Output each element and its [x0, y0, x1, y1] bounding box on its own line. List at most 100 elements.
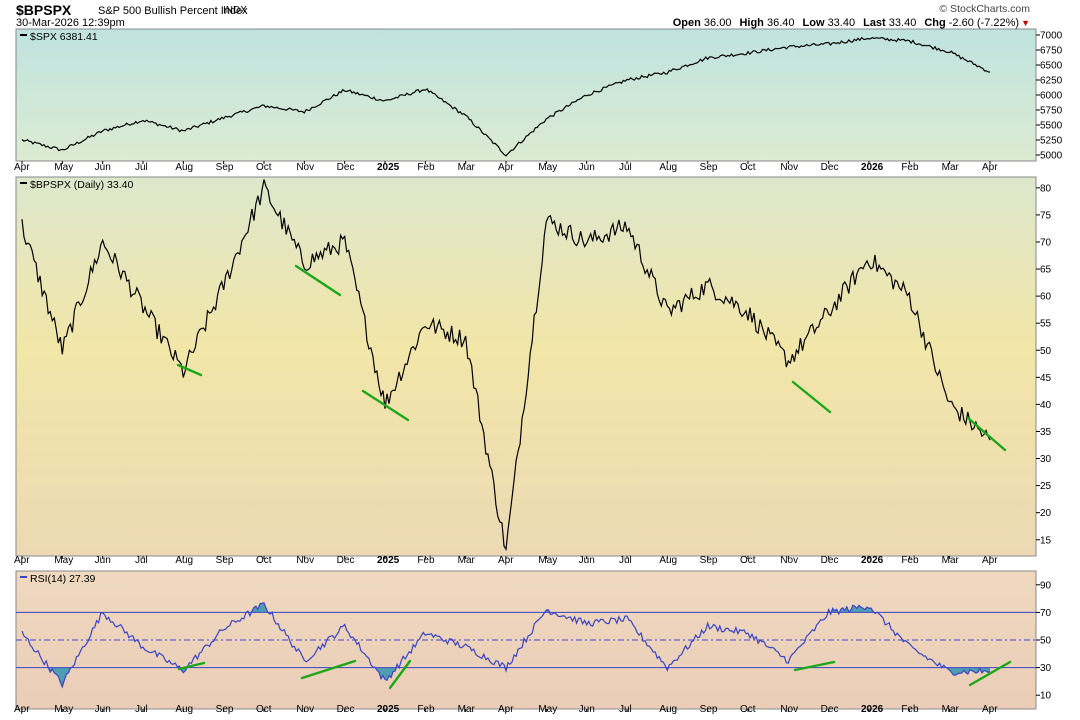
rsi-panel-xtick-label: Oct: [256, 704, 272, 715]
rsi-panel-xtick-label: 2026: [861, 704, 884, 715]
divergence-annotation-line: [361, 389, 410, 422]
last-label: Last: [863, 17, 886, 29]
spx-panel-xtick-label: May: [54, 162, 73, 173]
ohlc-readout: Open 36.00 High 36.40 Low 33.40 Last 33.40 C…: [673, 17, 1030, 29]
spx-panel-xtick-label: Jun: [95, 162, 111, 173]
spx-panel-xtick-label: Jul: [135, 162, 148, 173]
rsi-panel-series-line: [21, 602, 991, 689]
rsi-panel-ytick-label: 50: [1040, 636, 1052, 647]
rsi-panel-xtick-label: Nov: [780, 704, 798, 715]
high-label: High: [739, 17, 764, 29]
bpspx-panel-xtick-label: Jul: [135, 555, 148, 566]
bpspx-panel-xtick-label: Feb: [417, 555, 435, 566]
spx-panel-xtick-label: Jul: [619, 162, 632, 173]
last-value: 33.40: [888, 17, 917, 29]
bpspx-panel-xtick-label: Sep: [700, 555, 718, 566]
spx-panel-legend: $SPX 6381.41: [30, 31, 98, 43]
open-label: Open: [672, 17, 701, 29]
spx-panel-ytick-label: 6250: [1040, 76, 1063, 87]
bpspx-panel-xtick-label: Mar: [942, 555, 960, 566]
bpspx-panel-xtick-label: Jun: [579, 555, 595, 566]
bpspx-panel-legend: $BPSPX (Daily) 33.40: [30, 179, 133, 191]
chg-value: -2.60 (-7.22%): [948, 17, 1020, 29]
spx-panel-ytick-label: 5000: [1040, 151, 1063, 162]
divergence-annotation-line: [966, 416, 1007, 452]
spx-panel-xtick-label: Nov: [296, 162, 314, 173]
spx-panel-ytick-label: 5250: [1040, 136, 1063, 147]
bpspx-panel-xtick-label: Jul: [619, 555, 632, 566]
symbol-name: S&P 500 Bullish Percent Index: [98, 5, 248, 17]
bpspx-panel-xtick-label: Sep: [216, 555, 234, 566]
spx-panel-ytick-label: 7000: [1040, 31, 1063, 42]
rsi-panel-xtick-label: Mar: [458, 704, 476, 715]
spx-panel-xtick-label: Aug: [659, 162, 677, 173]
divergence-annotation-line: [294, 264, 342, 297]
divergence-annotation-line: [793, 660, 836, 672]
spx-panel-xtick-label: May: [538, 162, 557, 173]
rsi-panel-xtick-label: Apr: [14, 704, 30, 715]
rsi-panel-legend: RSI(14) 27.39: [30, 573, 96, 585]
rsi-panel-xtick-label: Apr: [498, 704, 514, 715]
bpspx-panel-xtick-label: Dec: [821, 555, 839, 566]
bpspx-panel-xtick-label: Aug: [659, 555, 677, 566]
spx-panel-xtick-label: Mar: [942, 162, 960, 173]
spx-panel-xtick-label: Mar: [458, 162, 476, 173]
bpspx-panel-xtick-label: 2026: [861, 555, 884, 566]
high-value: 36.40: [766, 17, 795, 29]
rsi-panel-xtick-label: Jul: [619, 704, 632, 715]
bpspx-panel-xtick-label: Oct: [256, 555, 272, 566]
bpspx-panel-ytick-label: 45: [1040, 373, 1052, 384]
bpspx-panel-ytick-label: 65: [1040, 265, 1052, 276]
spx-panel-xtick-label: 2026: [861, 162, 884, 173]
bpspx-panel-xtick-label: Jun: [95, 555, 111, 566]
spx-panel-xtick-label: Apr: [982, 162, 998, 173]
bpspx-panel-ytick-label: 20: [1040, 508, 1052, 519]
divergence-annotation-line: [300, 659, 357, 680]
rsi-panel-xtick-label: Dec: [821, 704, 839, 715]
bpspx-panel-ytick-label: 70: [1040, 237, 1052, 248]
spx-panel-ytick-label: 6750: [1040, 46, 1063, 57]
spx-panel-ytick-label: 5750: [1040, 106, 1063, 117]
open-value: 36.00: [703, 17, 732, 29]
bpspx-panel-ytick-label: 50: [1040, 346, 1052, 357]
rsi-panel-xtick-label: May: [538, 704, 557, 715]
bpspx-panel-xtick-label: Nov: [296, 555, 314, 566]
bpspx-panel-series-line: [21, 179, 991, 552]
rsi-panel-xtick-label: Jun: [579, 704, 595, 715]
divergence-annotation-line: [388, 659, 412, 690]
spx-panel-xtick-label: Oct: [740, 162, 756, 173]
rsi-overbought-fill: [22, 602, 990, 613]
spx-panel-ytick-label: 6000: [1040, 91, 1063, 102]
spx-panel-ytick-label: 5500: [1040, 121, 1063, 132]
rsi-panel-xtick-label: Aug: [659, 704, 677, 715]
low-label: Low: [802, 17, 825, 29]
low-value: 33.40: [827, 17, 856, 29]
bpspx-panel-xtick-label: Dec: [337, 555, 355, 566]
bpspx-panel-xtick-label: May: [538, 555, 557, 566]
bpspx-panel-xtick-label: Apr: [498, 555, 514, 566]
spx-panel-background: [15, 28, 1037, 162]
bpspx-panel-legend-swatch: [20, 182, 27, 184]
rsi-panel-xtick-label: Oct: [740, 704, 756, 715]
bpspx-panel-xtick-label: Feb: [901, 555, 919, 566]
bpspx-panel-xtick-label: Mar: [458, 555, 476, 566]
bpspx-panel-ytick-label: 60: [1040, 292, 1052, 303]
bpspx-panel-ytick-label: 80: [1040, 183, 1052, 194]
bpspx-panel-ytick-label: 25: [1040, 481, 1052, 492]
spx-panel-xtick-label: Feb: [901, 162, 919, 173]
spx-panel-xtick-label: Sep: [216, 162, 234, 173]
rsi-panel-xtick-label: Dec: [337, 704, 355, 715]
rsi-panel-xtick-label: Feb: [901, 704, 919, 715]
rsi-panel-ytick-label: 30: [1040, 663, 1052, 674]
rsi-panel-xtick-label: Aug: [175, 704, 193, 715]
rsi-panel-xtick-label: Sep: [700, 704, 718, 715]
rsi-panel-xtick-label: 2025: [377, 704, 400, 715]
spx-panel-series-line: [21, 36, 991, 157]
bpspx-panel-ytick-label: 35: [1040, 427, 1052, 438]
bpspx-panel-xtick-label: Aug: [175, 555, 193, 566]
rsi-panel-ytick-label: 10: [1040, 691, 1052, 702]
symbol-title: $BPSPX: [16, 2, 72, 18]
rsi-panel-xtick-label: Feb: [417, 704, 435, 715]
spx-panel-xtick-label: Apr: [498, 162, 514, 173]
